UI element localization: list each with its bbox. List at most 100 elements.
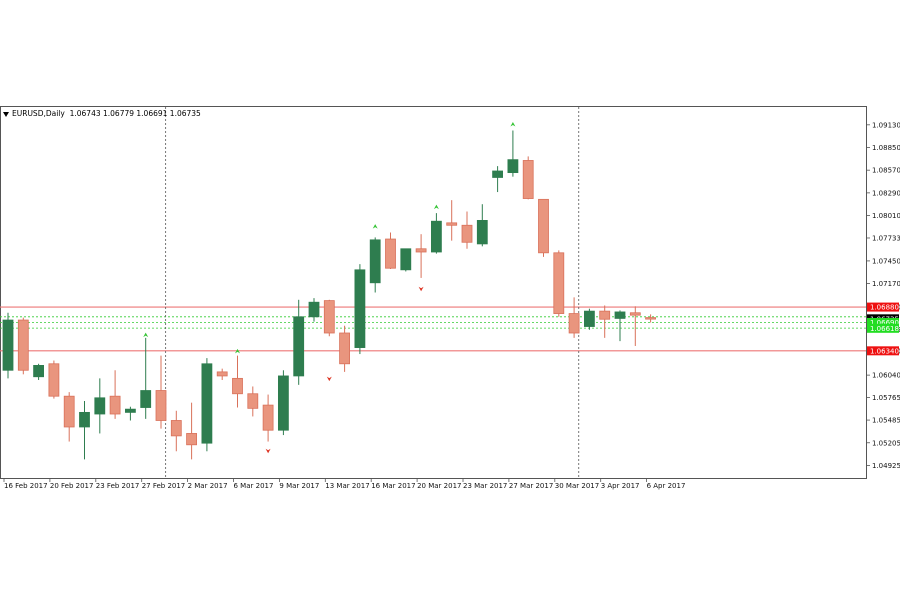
y-tick-label: 1.08290 (872, 189, 900, 197)
fractal-up-arrow-icon (372, 224, 378, 229)
price-axis: 1.09130 1.08850 1.08570 1.08290 1.08010 1.077… (866, 121, 900, 470)
candle (262, 394, 274, 442)
candle (599, 305, 611, 338)
candle (522, 156, 534, 200)
candle (339, 325, 351, 372)
candle-body (186, 433, 198, 446)
candle-body (568, 313, 580, 334)
candle (33, 363, 44, 380)
candle-body (140, 390, 152, 408)
candle-body (79, 411, 90, 428)
time-axis: 16 Feb 2017 20 Feb 2017 23 Feb 2017 27 Feb … (3, 478, 686, 490)
candle (645, 314, 656, 323)
candle (125, 406, 136, 421)
candle (79, 401, 90, 460)
candle-body (354, 269, 366, 348)
fractal-up-arrow-icon (235, 348, 240, 354)
x-tick-label: 23 Mar 2017 (463, 482, 507, 490)
candle (415, 234, 427, 278)
y-tick-label: 1.04925 (872, 462, 900, 470)
y-tick-label: 1.09130 (872, 121, 900, 129)
candle-body (538, 198, 549, 254)
candle-body (507, 159, 519, 174)
candle (2, 312, 14, 379)
candle-body (48, 363, 60, 397)
candle-body (385, 238, 396, 269)
y-tick-label: 1.07170 (872, 280, 900, 288)
candle-body (308, 301, 320, 318)
candle (17, 317, 29, 375)
price-label-box (867, 302, 899, 312)
candle (293, 299, 305, 385)
x-tick-label: 2 Mar 2017 (188, 482, 228, 490)
y-tick-label: 1.05205 (872, 439, 900, 447)
candle-body (125, 408, 136, 413)
horizontal-lines (0, 306, 866, 352)
x-tick-label: 27 Feb 2017 (142, 482, 186, 490)
price-label: 1.06880 (867, 302, 899, 312)
candle (584, 308, 595, 330)
candle (94, 378, 106, 434)
candle-body (430, 220, 442, 253)
candle (247, 386, 259, 417)
candle (201, 358, 213, 452)
candle-body (614, 311, 626, 319)
x-tick-label: 6 Apr 2017 (647, 482, 686, 490)
y-tick-label: 1.05485 (872, 417, 900, 425)
candle-body (33, 365, 44, 378)
price-label-text: 1.06880 (870, 304, 899, 312)
candle-body (232, 377, 243, 395)
symbol-timeframe: EURUSD,Daily (12, 109, 65, 118)
y-tick-label: 1.08850 (872, 144, 900, 152)
x-tick-label: 30 Mar 2017 (555, 482, 599, 490)
fractal-arrows (143, 122, 516, 454)
ohlc-values: 1.06743 1.06779 1.06691 1.06735 (69, 109, 201, 118)
dropdown-triangle-icon[interactable] (3, 111, 9, 117)
candle-body (492, 170, 504, 178)
candle-body (155, 390, 167, 421)
candle (48, 360, 60, 399)
fractal-up-arrow-icon (510, 122, 516, 127)
candle (308, 298, 320, 322)
candle-body (339, 332, 351, 365)
fractal-up-arrow-icon (143, 332, 149, 338)
candle (140, 337, 152, 419)
x-tick-label: 20 Feb 2017 (50, 482, 94, 490)
candle-body (400, 248, 412, 271)
fractal-down-arrow-icon (265, 448, 271, 454)
candle-body (369, 239, 381, 284)
candle-body (522, 160, 534, 199)
candle (476, 204, 488, 247)
candles (2, 130, 656, 460)
candle-body (201, 363, 213, 444)
price-label: 1.06340 (867, 346, 899, 356)
y-tick-label: 1.08010 (872, 212, 900, 220)
x-tick-label: 16 Feb 2017 (4, 482, 48, 490)
candle-body (629, 312, 641, 316)
y-tick-label: 1.07450 (872, 257, 900, 265)
candle-body (17, 319, 29, 371)
candle (277, 370, 289, 436)
candle-body (94, 397, 106, 415)
candle (63, 392, 75, 442)
candle (430, 213, 442, 254)
candle (568, 297, 580, 338)
price-label: 1.06618 (867, 323, 899, 333)
candle-body (2, 319, 14, 371)
candle (538, 198, 549, 257)
candle-body (323, 300, 335, 334)
candle-body (277, 375, 289, 431)
price-label-box (867, 317, 899, 327)
candle-body (170, 420, 182, 437)
y-tick-label: 1.08570 (872, 167, 900, 175)
price-label-text: 1.06690 (870, 319, 899, 327)
candle (323, 299, 335, 337)
x-tick-label: 9 Mar 2017 (279, 482, 319, 490)
candle-body (63, 395, 75, 428)
candle-body (262, 404, 274, 431)
x-tick-label: 23 Feb 2017 (96, 482, 140, 490)
candle (109, 370, 121, 419)
candle-body (584, 310, 595, 327)
candle (354, 264, 366, 355)
